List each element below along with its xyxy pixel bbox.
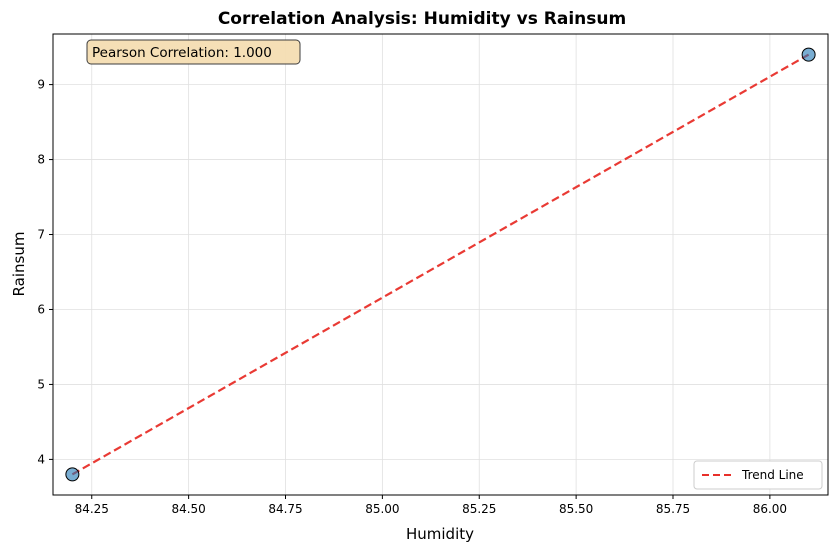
legend-entry-trend-line: Trend Line [741,468,804,482]
scatter-point [801,47,816,62]
x-tick-label: 85.00 [365,502,399,516]
y-axis-ticks: 4 5 6 7 8 9 [37,78,53,466]
x-tick-label: 85.50 [559,502,593,516]
correlation-annotation: Pearson Correlation: 1.000 [86,39,301,65]
y-tick-label: 6 [37,302,45,316]
plot-frame [52,33,829,496]
legend-box [693,460,823,490]
y-tick-label: 7 [37,228,45,242]
y-tick-label: 8 [37,153,45,167]
x-tick-label: 85.75 [656,502,690,516]
annotation-text: Pearson Correlation: 1.000 [92,45,272,61]
y-tick-label: 4 [37,452,45,466]
x-axis-ticks: 84.25 84.50 84.75 85.00 85.25 85.50 85.75 86.00 [75,495,787,516]
chart-title: Correlation Analysis: Humidity vs Rainsu… [218,9,626,29]
grid [53,34,828,495]
trend-line-layer [71,53,810,476]
scatter-point [65,467,80,482]
x-tick-label: 86.00 [753,502,787,516]
annotation-box [86,39,301,65]
x-axis-label: Humidity [406,525,474,543]
y-axis-label: Rainsum [10,232,28,297]
points-layer [65,47,816,482]
x-tick-label: 84.50 [171,502,205,516]
y-tick-label: 9 [37,78,45,92]
trend-line [71,53,810,476]
y-tick-label: 5 [37,377,45,391]
legend: Trend Line [693,460,823,490]
x-tick-label: 84.75 [268,502,302,516]
x-tick-label: 84.25 [75,502,109,516]
x-tick-label: 85.25 [462,502,496,516]
